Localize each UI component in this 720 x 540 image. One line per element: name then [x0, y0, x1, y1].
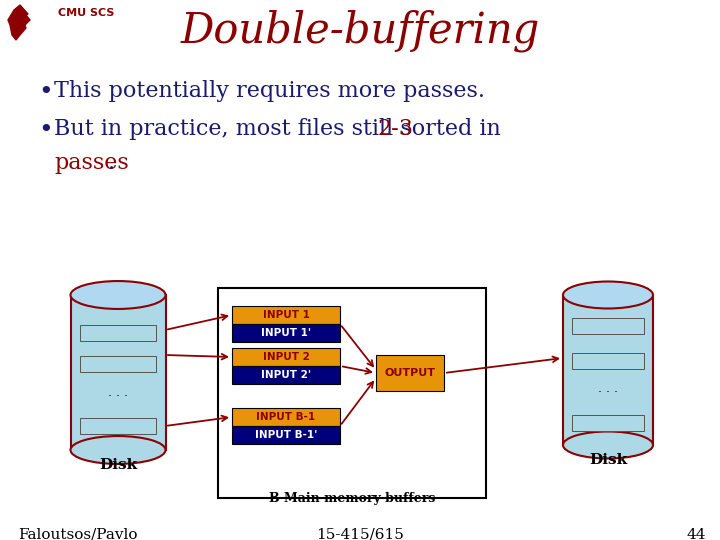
Bar: [232, 408, 340, 426]
Bar: [232, 306, 340, 324]
Bar: [232, 348, 340, 366]
Text: . . .: . . .: [598, 381, 618, 395]
Text: .: .: [108, 152, 115, 174]
Text: •: •: [38, 118, 53, 142]
Text: INPUT 2': INPUT 2': [261, 370, 311, 380]
Bar: [572, 415, 644, 431]
Ellipse shape: [563, 431, 653, 458]
Text: INPUT 2: INPUT 2: [263, 352, 310, 362]
Bar: [80, 325, 156, 341]
Bar: [376, 355, 444, 391]
Text: INPUT B-1': INPUT B-1': [255, 430, 318, 440]
Bar: [80, 356, 156, 372]
Bar: [563, 295, 653, 445]
Polygon shape: [14, 10, 30, 28]
Text: 44: 44: [686, 528, 706, 540]
Text: INPUT B-1: INPUT B-1: [256, 412, 315, 422]
Bar: [572, 318, 644, 334]
Text: But in practice, most files still sorted in: But in practice, most files still sorted…: [54, 118, 508, 140]
Bar: [80, 418, 156, 434]
Bar: [218, 288, 486, 498]
Bar: [71, 295, 166, 450]
Text: OUTPUT: OUTPUT: [384, 368, 436, 378]
Text: 2-3: 2-3: [377, 118, 413, 140]
Text: Disk: Disk: [99, 458, 137, 472]
Ellipse shape: [563, 281, 653, 308]
Polygon shape: [8, 5, 28, 40]
Bar: [232, 366, 340, 384]
Ellipse shape: [71, 436, 166, 464]
Text: •: •: [38, 80, 53, 104]
Text: Double-buffering: Double-buffering: [181, 10, 539, 52]
Text: Disk: Disk: [589, 453, 627, 467]
Ellipse shape: [71, 281, 166, 309]
Text: INPUT 1: INPUT 1: [263, 310, 310, 320]
Text: CMU SCS: CMU SCS: [58, 8, 114, 18]
Bar: [572, 353, 644, 369]
Text: passes: passes: [54, 152, 129, 174]
Bar: [232, 324, 340, 342]
Text: INPUT 1': INPUT 1': [261, 328, 311, 338]
Text: Faloutsos/Pavlo: Faloutsos/Pavlo: [18, 528, 138, 540]
Text: This potentially requires more passes.: This potentially requires more passes.: [54, 80, 485, 102]
Text: 15-415/615: 15-415/615: [316, 528, 404, 540]
Text: . . .: . . .: [108, 386, 128, 399]
Bar: [232, 426, 340, 444]
Text: B Main memory buffers: B Main memory buffers: [269, 492, 435, 505]
